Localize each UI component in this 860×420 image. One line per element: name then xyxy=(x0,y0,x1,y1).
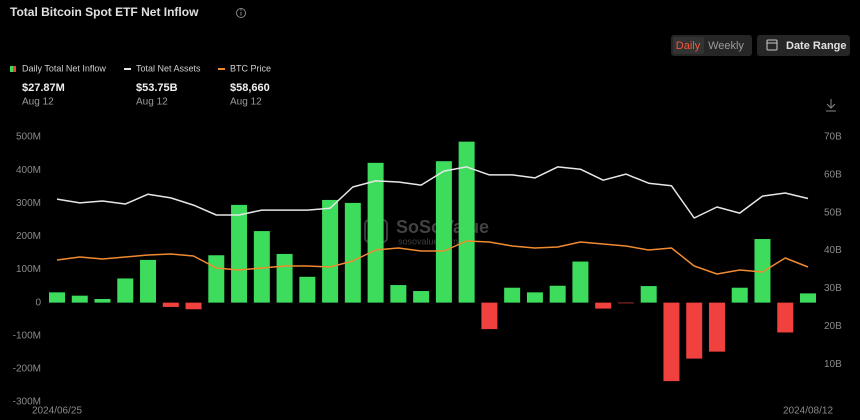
bar xyxy=(731,287,748,303)
y-tick-label: 200M xyxy=(16,231,41,242)
bar xyxy=(367,162,384,303)
line xyxy=(56,166,809,219)
bar xyxy=(617,302,634,304)
bar xyxy=(413,291,430,303)
bar xyxy=(208,255,225,303)
y-tick-label: 0 xyxy=(35,297,41,308)
bar xyxy=(777,302,794,333)
legend-label: Total Net Assets xyxy=(136,63,201,73)
y-tick-label: 400M xyxy=(16,165,41,176)
bar xyxy=(800,293,816,303)
bar xyxy=(435,161,452,303)
y-tick-label: 500M xyxy=(16,132,41,143)
bar xyxy=(481,302,498,330)
legend-date: Aug 12 xyxy=(136,97,168,108)
bar xyxy=(549,285,566,303)
download-icon[interactable] xyxy=(826,99,836,112)
bar xyxy=(299,276,316,303)
bar xyxy=(344,202,361,303)
y-tick-label: -200M xyxy=(13,364,41,375)
weekly-label[interactable]: Weekly xyxy=(708,40,744,52)
x-tick-label: 2024/08/12 xyxy=(783,406,833,417)
calendar-icon xyxy=(766,39,778,51)
y2-tick-label: 10B xyxy=(824,359,842,370)
info-icon[interactable] xyxy=(236,8,246,18)
bar xyxy=(94,298,111,303)
chart-title: Total Bitcoin Spot ETF Net Inflow xyxy=(10,5,199,19)
y2-tick-label: 40B xyxy=(824,245,842,256)
legend-swatch xyxy=(13,66,16,72)
bar xyxy=(595,302,612,309)
bar xyxy=(572,261,589,303)
bar xyxy=(71,295,88,303)
legend-date: Aug 12 xyxy=(230,97,262,108)
watermark-site: sosovalue.com xyxy=(398,236,458,246)
y-tick-label: 100M xyxy=(16,264,41,275)
legend-value: $53.75B xyxy=(136,82,178,94)
bar xyxy=(708,302,725,352)
bar xyxy=(117,278,134,303)
bar xyxy=(458,141,475,303)
bar xyxy=(140,259,157,303)
y-tick-label: -300M xyxy=(13,397,41,408)
y2-tick-label: 30B xyxy=(824,283,842,294)
bar xyxy=(185,302,202,310)
daily-button[interactable] xyxy=(673,37,704,54)
line xyxy=(56,240,809,275)
y-tick-label: -100M xyxy=(13,330,41,341)
legend-swatch xyxy=(10,66,13,72)
bar xyxy=(390,285,407,303)
legend-label: Daily Total Net Inflow xyxy=(22,63,106,73)
legend-label: BTC Price xyxy=(230,63,271,73)
bar xyxy=(686,302,703,359)
bar xyxy=(162,302,179,307)
y2-tick-label: 20B xyxy=(824,321,842,332)
bar xyxy=(526,292,543,303)
x-tick-label: 2024/06/25 xyxy=(32,406,82,417)
legend-value: $58,660 xyxy=(230,82,270,94)
bar xyxy=(231,204,248,303)
bar xyxy=(322,199,339,303)
bar xyxy=(504,287,521,303)
y2-tick-label: 50B xyxy=(824,207,842,218)
daily-label[interactable]: Daily xyxy=(676,40,701,52)
bar xyxy=(663,302,680,382)
bar xyxy=(754,239,771,303)
date-range-label[interactable]: Date Range xyxy=(786,40,847,52)
bar xyxy=(49,292,65,303)
date-range-button[interactable] xyxy=(757,35,850,56)
y2-tick-label: 60B xyxy=(824,169,842,180)
bar xyxy=(253,231,270,303)
bar xyxy=(276,253,293,303)
bar xyxy=(640,286,657,303)
y-tick-label: 300M xyxy=(16,198,41,209)
legend-value: $27.87M xyxy=(22,82,65,94)
y2-tick-label: 70B xyxy=(824,132,842,143)
legend-date: Aug 12 xyxy=(22,97,54,108)
